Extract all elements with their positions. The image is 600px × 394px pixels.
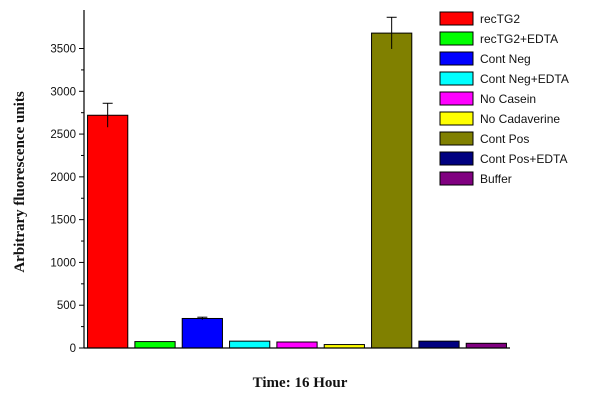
legend-label: Cont Pos <box>480 132 529 146</box>
y-tick-label: 2000 <box>50 172 76 184</box>
bar-rectg2 <box>87 114 129 349</box>
legend-swatch <box>439 31 474 46</box>
bar-cont-pos <box>371 32 413 349</box>
x-axis-title: Time: 16 Hour <box>253 375 348 391</box>
y-tick-label: 1500 <box>50 215 76 227</box>
y-tick-label: 0 <box>70 343 76 355</box>
legend-label: No Casein <box>480 92 536 106</box>
legend-label: Cont Neg <box>480 52 531 66</box>
bar-rectg2-edta <box>134 341 176 349</box>
bar-buffer <box>465 342 507 349</box>
bar-cont-pos-edta <box>418 340 460 349</box>
legend-swatch <box>439 51 474 66</box>
legend-swatch <box>439 151 474 166</box>
legend-swatch <box>439 131 474 146</box>
y-tick-label: 1000 <box>50 257 76 269</box>
legend-swatch <box>439 11 474 26</box>
legend-label: Cont Neg+EDTA <box>480 72 569 86</box>
bar-cont-neg <box>181 317 223 349</box>
y-tick-label: 2500 <box>50 129 76 141</box>
y-tick-label: 3500 <box>50 44 76 56</box>
legend-label: Cont Pos+EDTA <box>480 152 567 166</box>
y-tick-label: 500 <box>57 300 76 312</box>
legend-label: recTG2+EDTA <box>480 32 558 46</box>
y-tick-label: 3000 <box>50 86 76 98</box>
legend-label: No Cadaverine <box>480 112 560 126</box>
bar-no-casein <box>276 341 318 349</box>
legend-swatch <box>439 111 474 126</box>
bar-cont-neg-edta <box>229 340 271 349</box>
legend-label: Buffer <box>480 172 512 186</box>
legend-label: recTG2 <box>480 12 520 26</box>
y-axis-ticks: 0 500 1000 1500 2000 2500 3000 3500 <box>50 44 84 355</box>
y-axis-title: Arbitrary fluorescence units <box>12 91 28 273</box>
legend-swatch <box>439 171 474 186</box>
legend: recTG2 recTG2+EDTA Cont Neg Cont Neg+EDTA No… <box>439 11 569 186</box>
legend-swatch <box>439 71 474 86</box>
legend-swatch <box>439 91 474 106</box>
